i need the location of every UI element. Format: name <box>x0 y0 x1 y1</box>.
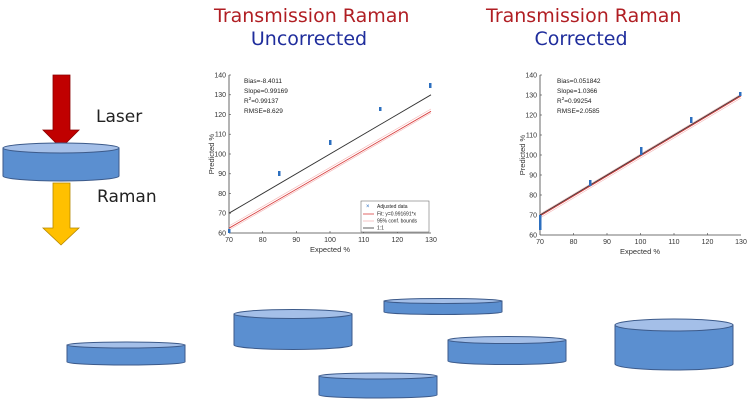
svg-text:×: × <box>366 204 370 210</box>
svg-text:120: 120 <box>525 113 537 120</box>
svg-text:110: 110 <box>358 237 369 244</box>
panel-2-title: Transmission Raman <box>486 5 682 27</box>
svg-text:60: 60 <box>529 233 537 240</box>
tablet-icon <box>318 372 438 399</box>
svg-text:120: 120 <box>214 112 226 119</box>
laser-arrow-icon <box>42 74 80 149</box>
svg-text:100: 100 <box>525 153 537 160</box>
svg-text:Fit: y=0.991691*x: Fit: y=0.991691*x <box>377 212 417 218</box>
svg-text:120: 120 <box>702 239 714 246</box>
svg-text:130: 130 <box>214 92 226 99</box>
svg-text:140: 140 <box>525 73 537 80</box>
laser-label: Laser <box>96 107 143 127</box>
chart-legend: × Adjusted data Fit: y=0.991691*x 95% co… <box>360 200 430 233</box>
svg-text:90: 90 <box>292 237 300 244</box>
y-axis-label: Predicted % <box>207 133 216 174</box>
svg-text:80: 80 <box>570 239 578 246</box>
svg-text:80: 80 <box>529 193 537 200</box>
tablet-icon <box>614 318 734 371</box>
stat-r2: R2=0.99254 <box>557 96 592 105</box>
y-axis-label: Predicted % <box>518 134 527 175</box>
svg-text:110: 110 <box>215 132 226 139</box>
panel-2-subtitle: Corrected <box>534 28 628 50</box>
svg-text:95% conf. bounds: 95% conf. bounds <box>377 219 418 225</box>
svg-text:60: 60 <box>218 231 226 238</box>
stat-slope: Slope=1.0366 <box>557 88 598 95</box>
svg-text:100: 100 <box>635 239 647 246</box>
svg-text:70: 70 <box>218 211 226 218</box>
stat-bias: Bias=-8.4011 <box>244 78 282 85</box>
tablet-group <box>66 298 734 399</box>
x-axis-label: Expected % <box>620 247 660 256</box>
stat-rmse: RMSE=2.0585 <box>557 108 600 115</box>
panel-1-subtitle: Uncorrected <box>250 28 368 50</box>
stat-rmse: RMSE=8.629 <box>244 108 283 115</box>
x-axis-label: Expected % <box>310 245 350 254</box>
svg-text:70: 70 <box>529 213 537 220</box>
transmission-diagram <box>2 74 120 246</box>
raman-arrow-icon <box>41 182 81 246</box>
stat-bias: Bias=0.051842 <box>557 78 601 85</box>
svg-text:140: 140 <box>214 73 226 80</box>
svg-text:70: 70 <box>225 237 233 244</box>
svg-text:110: 110 <box>526 133 537 140</box>
stat-slope: Slope=0.99169 <box>244 88 288 95</box>
svg-text:100: 100 <box>324 237 336 244</box>
svg-text:110: 110 <box>668 239 679 246</box>
svg-text:90: 90 <box>529 173 537 180</box>
tablet-icon <box>2 142 120 182</box>
svg-text:80: 80 <box>259 237 267 244</box>
svg-text:70: 70 <box>536 239 544 246</box>
tablet-icon <box>233 309 353 350</box>
svg-text:120: 120 <box>391 237 403 244</box>
svg-text:Adjusted data: Adjusted data <box>377 204 408 210</box>
tablet-icon <box>383 298 503 315</box>
tablet-icon <box>66 341 186 366</box>
svg-text:90: 90 <box>218 171 226 178</box>
panel-1-title: Transmission Raman <box>214 5 410 27</box>
svg-text:130: 130 <box>525 93 537 100</box>
svg-text:80: 80 <box>218 191 226 198</box>
svg-text:130: 130 <box>425 237 437 244</box>
stat-r2: R2=0.99137 <box>244 96 279 105</box>
svg-text:1:1: 1:1 <box>377 226 384 232</box>
tablet-icon <box>447 336 567 365</box>
svg-text:90: 90 <box>603 239 611 246</box>
raman-label: Raman <box>97 187 157 207</box>
svg-text:130: 130 <box>735 239 747 246</box>
svg-text:100: 100 <box>214 151 226 158</box>
